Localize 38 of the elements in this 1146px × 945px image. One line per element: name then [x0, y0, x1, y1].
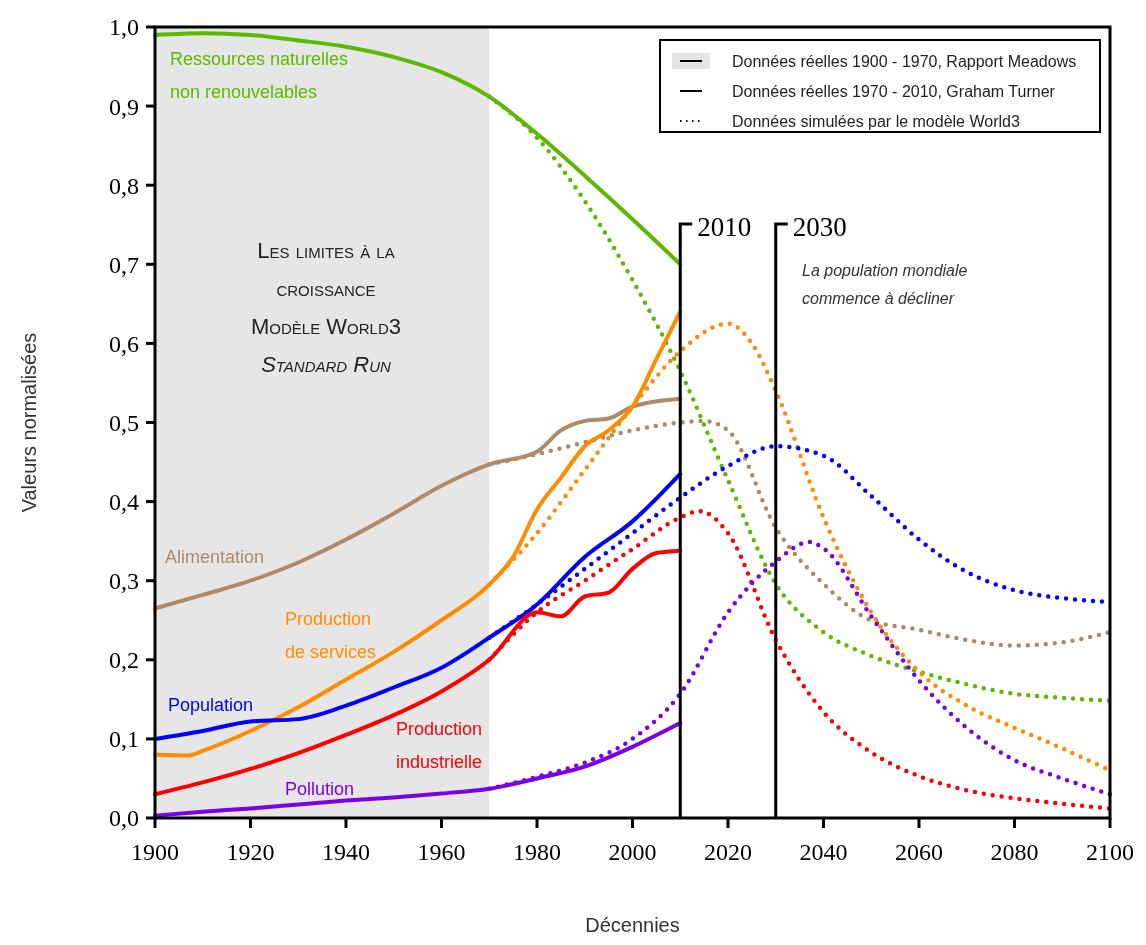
y-tick-label: 0,2	[109, 647, 139, 674]
y-tick-label: 0,6	[109, 330, 139, 357]
x-tick-label: 2100	[1086, 839, 1134, 865]
series-label: Production industrielle	[396, 719, 483, 772]
series-label: Population	[168, 695, 254, 715]
annotation: Données réelles 1900 - 1970, Rapport Meadows	[732, 52, 1077, 70]
annotation: Données simulées par le modèle World3	[732, 112, 1020, 130]
y-tick-label: 0,3	[109, 568, 139, 595]
x-tick-label: 2080	[990, 839, 1039, 865]
x-tick-label: 1940	[322, 839, 370, 865]
x-tick-label: 1920	[226, 839, 275, 865]
x-tick-label: 1960	[417, 839, 466, 865]
text: Les limites à la croissance	[257, 238, 395, 301]
y-tick-label: 0,8	[109, 172, 139, 199]
annotation: La population mondiale commence à décliner	[802, 262, 968, 307]
y-tick-label: 1,0	[109, 14, 139, 41]
y-tick-label: 0,9	[109, 93, 139, 120]
y-tick-label: 0,0	[109, 805, 139, 832]
x-tick-label: 2020	[704, 839, 752, 865]
x-tick-label: 1900	[131, 839, 179, 865]
y-tick-label: 0,1	[109, 726, 139, 753]
x-tick-label: 1980	[513, 839, 561, 865]
series-label: Alimentation	[165, 547, 265, 567]
series-label: Production de services	[285, 609, 377, 662]
series-label: Pollution	[285, 779, 355, 799]
x-tick-label: 2000	[608, 839, 657, 865]
series-label: Ressources naturelles non renouvelables	[170, 49, 349, 102]
annotation: Données réelles 1970 - 2010, Graham Turner	[732, 82, 1056, 100]
x-tick-label: 2040	[799, 839, 848, 865]
y-tick-label: 0,4	[109, 489, 139, 515]
x-tick-label: 2060	[895, 839, 943, 865]
ref-line-label: 2030	[792, 212, 847, 242]
x-axis-title: Décennies	[585, 914, 680, 936]
text: Modèle World3 Standard Run	[251, 314, 401, 377]
ref-line-label: 2010	[697, 212, 752, 242]
y-tick-label: 0,7	[109, 251, 139, 278]
y-tick-label: 0,5	[109, 409, 139, 436]
y-axis-title: Valeurs normalisées	[18, 332, 40, 513]
